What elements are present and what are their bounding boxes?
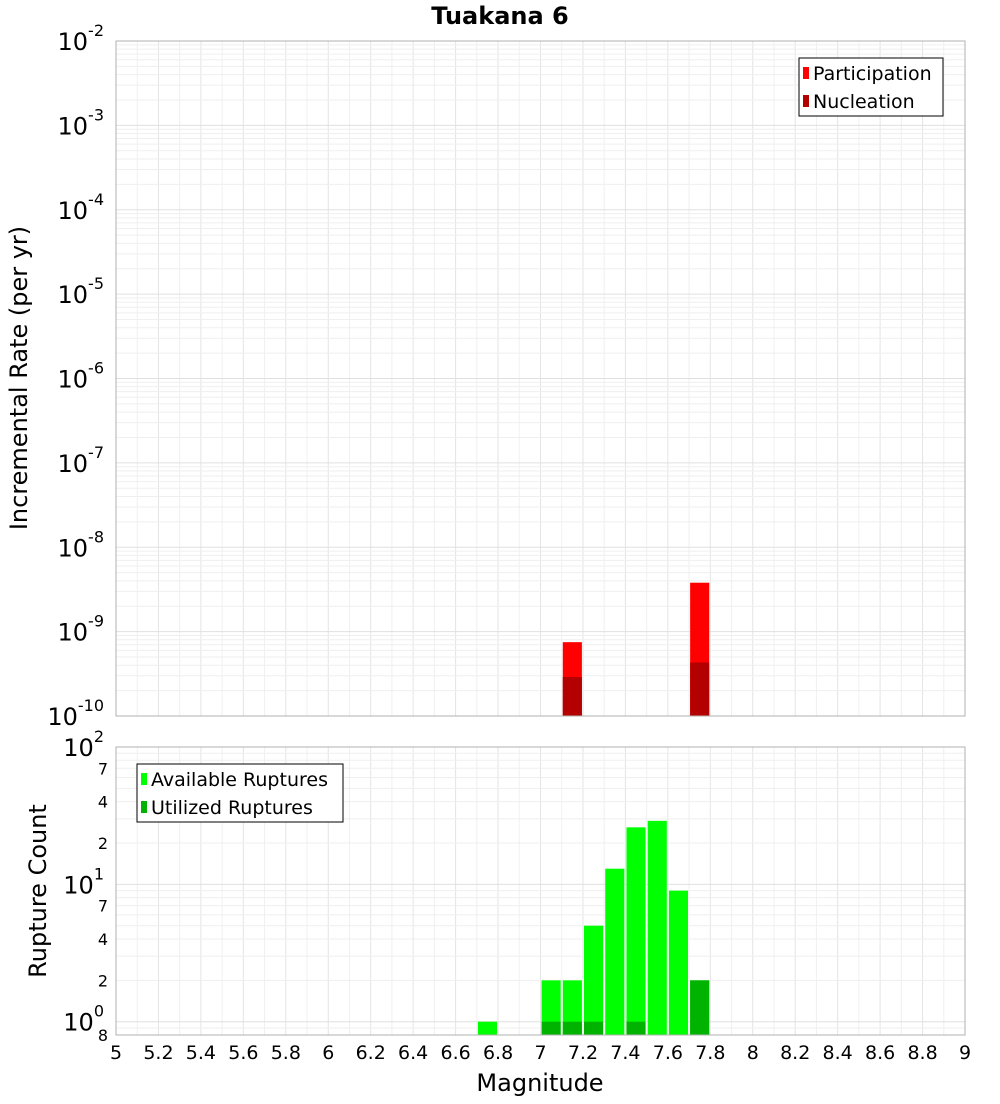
rate-y-tick-label: 10-6 (58, 359, 105, 394)
rate-y-tick-labels: 10-2 10-3 10-4 10-5 10-6 10-7 10-8 10-9 10-10 (47, 21, 104, 731)
rate-y-tick-label: 10-3 (58, 105, 105, 140)
rate-legend: Participation Nucleation (798, 57, 944, 117)
rate-legend-swatch (803, 67, 809, 79)
count-y-minor-tick-label: 8 (98, 1026, 108, 1045)
rate-legend-label: Nucleation (813, 91, 915, 113)
x-tick-label: 7.6 (653, 1042, 683, 1064)
count-bar-utilized-ruptures (584, 1021, 604, 1035)
x-tick-label: 7.2 (568, 1042, 598, 1064)
count-y-tick-label: 101 (63, 864, 104, 899)
rate-y-tick-label: 10-2 (58, 21, 105, 56)
count-bars (477, 820, 710, 1035)
count-y-minor-tick-label: 7 (98, 897, 108, 916)
count-legend-swatch (141, 801, 147, 813)
count-legend-box (136, 763, 344, 823)
rate-legend-swatch (803, 95, 809, 107)
rate-y-axis-label: Incremental Rate (per yr) (5, 226, 33, 530)
rate-y-tick-label: 10-7 (58, 443, 105, 478)
x-tick-labels: 5 5.2 5.4 5.6 5.8 6 6.2 6.4 6.6 6.8 7 7.2 7.4 7.6 7.8 8… (110, 1042, 971, 1064)
x-axis-label: Magnitude (476, 1069, 603, 1097)
x-tick-label: 8.4 (823, 1042, 853, 1064)
x-tick-label: 7.4 (610, 1042, 640, 1064)
x-tick-label: 6.8 (483, 1042, 513, 1064)
x-tick-label: 8.6 (865, 1042, 895, 1064)
rate-legend-label: Participation (813, 63, 932, 85)
rate-bar-nucleation (690, 662, 710, 716)
rate-y-tick-label: 10-8 (58, 527, 105, 562)
rate-legend-box (798, 57, 944, 117)
count-bar-available-ruptures (541, 980, 561, 1035)
count-bar-available-ruptures (626, 827, 646, 1035)
count-bar-utilized-ruptures (690, 980, 710, 1035)
count-y-minor-tick-label: 4 (98, 793, 108, 812)
x-tick-label: 5 (110, 1042, 122, 1064)
count-plot-frame (115, 746, 966, 1036)
count-bar-available-ruptures (477, 1021, 497, 1035)
count-y-minor-tick-label: 7 (98, 759, 108, 778)
x-tick-label: 6 (322, 1042, 334, 1064)
count-legend: Available Ruptures Utilized Ruptures (136, 763, 344, 823)
count-bar-available-ruptures (584, 925, 604, 1035)
x-tick-label: 6.6 (440, 1042, 470, 1064)
rate-bars (562, 582, 710, 716)
rate-y-tick-label: 10-10 (47, 696, 104, 731)
count-y-tick-label: 100 (63, 1002, 104, 1037)
x-tick-label: 8.8 (907, 1042, 937, 1064)
count-panel: 102 101 100 7 4 2 7 4 2 8 Rupture Count Available… (24, 727, 971, 1097)
x-tick-label: 6.4 (398, 1042, 428, 1064)
x-tick-label: 7 (534, 1042, 546, 1064)
x-tick-label: 9 (959, 1042, 971, 1064)
x-tick-label: 6.2 (356, 1042, 386, 1064)
count-bar-utilized-ruptures (541, 1021, 561, 1035)
rate-y-tick-label: 10-4 (58, 190, 105, 225)
count-y-tick-label: 102 (63, 727, 104, 762)
count-y-minor-tick-label: 2 (98, 971, 108, 990)
count-y-minor-tick-label: 4 (98, 930, 108, 949)
x-tick-label: 5.8 (271, 1042, 301, 1064)
count-legend-label: Utilized Ruptures (151, 797, 313, 819)
rate-y-tick-label: 10-5 (58, 274, 105, 309)
rate-panel: 10-2 10-3 10-4 10-5 10-6 10-7 10-8 10-9 10-10 In… (5, 21, 966, 731)
rate-y-tick-label: 10-9 (58, 612, 105, 647)
count-bar-utilized-ruptures (626, 1021, 646, 1035)
count-legend-swatch (141, 773, 147, 785)
count-bar-available-ruptures (605, 868, 625, 1035)
x-tick-label: 8.2 (780, 1042, 810, 1064)
rate-bar-nucleation (562, 676, 582, 716)
x-tick-label: 7.8 (695, 1042, 725, 1064)
x-tick-label: 5.6 (228, 1042, 258, 1064)
x-tick-label: 5.2 (143, 1042, 173, 1064)
x-tick-label: 5.4 (186, 1042, 216, 1064)
count-bar-utilized-ruptures (562, 1021, 582, 1035)
rate-gridlines (116, 40, 965, 717)
count-bar-available-ruptures (562, 980, 582, 1035)
count-y-minor-tick-label: 2 (98, 834, 108, 853)
x-tick-label: 8 (747, 1042, 759, 1064)
count-y-tick-labels: 102 101 100 7 4 2 7 4 2 8 (63, 727, 108, 1045)
count-y-axis-label: Rupture Count (24, 804, 52, 978)
count-bar-available-ruptures (647, 820, 667, 1035)
chart-title: Tuakana 6 (431, 2, 569, 30)
count-legend-label: Available Ruptures (151, 769, 328, 791)
rate-plot-frame (115, 40, 966, 717)
count-bar-available-ruptures (668, 890, 689, 1035)
